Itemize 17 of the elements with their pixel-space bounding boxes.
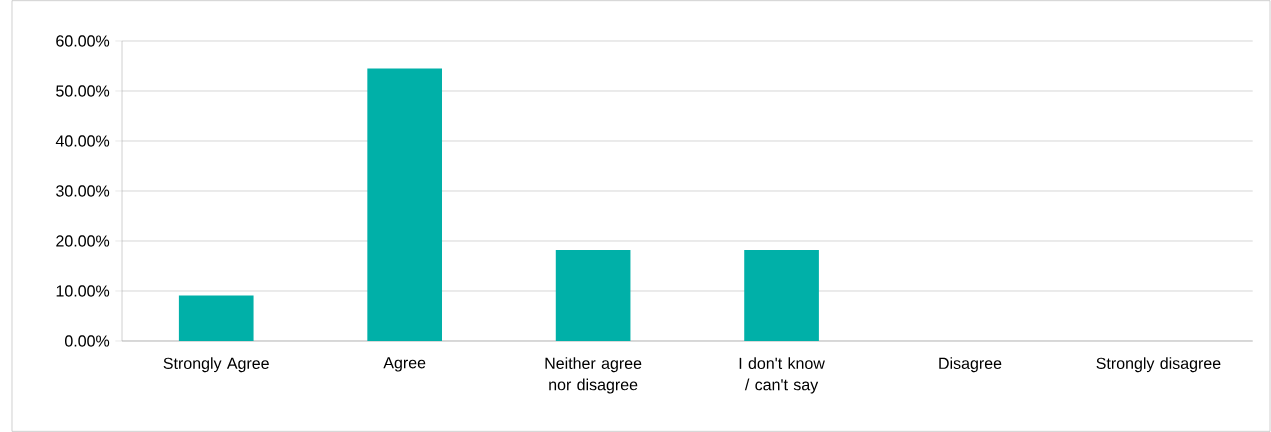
bar	[367, 68, 442, 341]
x-tick-label: Strongly Agree	[163, 357, 269, 373]
x-tick-label: Neither agree nor disagree	[545, 357, 642, 394]
x-tick-label: Disagree	[939, 357, 1002, 373]
y-tick-label: 50.00%	[56, 85, 110, 97]
y-tick-label: 0.00%	[64, 335, 110, 347]
x-tick-label: I don't know / can't say	[739, 357, 825, 394]
y-tick-label: 30.00%	[56, 185, 110, 197]
bar	[178, 295, 254, 341]
bar	[744, 250, 819, 341]
bar	[555, 250, 631, 341]
y-tick-label: 20.00%	[56, 235, 110, 247]
y-tick-label: 10.00%	[56, 285, 110, 297]
y-tick-label: 60.00%	[56, 35, 110, 47]
y-tick-label: 40.00%	[55, 135, 110, 147]
x-tick-label: Agree	[383, 357, 426, 372]
x-tick-label: Strongly disagree	[1096, 357, 1221, 373]
